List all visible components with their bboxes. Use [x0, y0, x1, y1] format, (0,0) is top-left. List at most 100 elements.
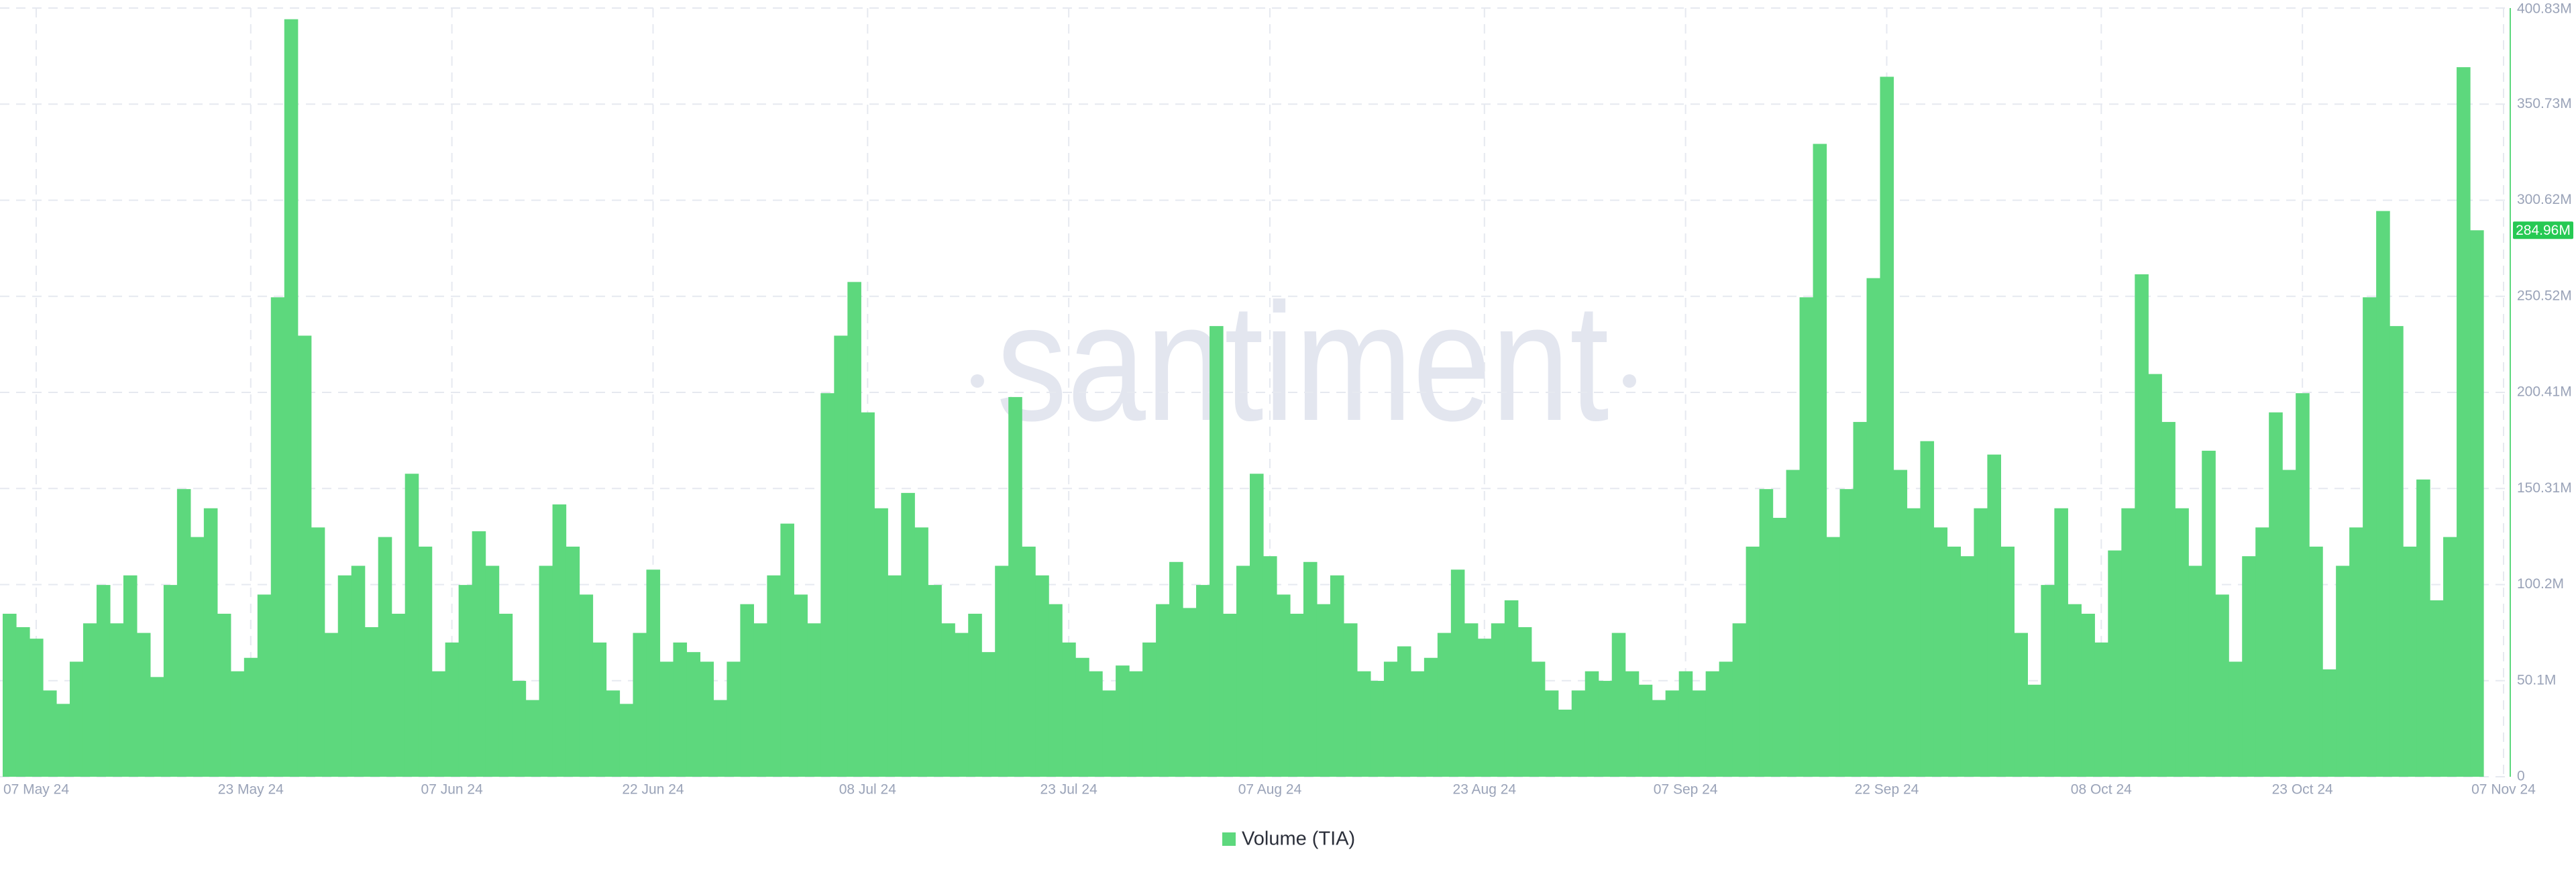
bar: [1947, 546, 1962, 777]
bar: [767, 575, 781, 777]
bar: [847, 282, 861, 777]
bar: [552, 504, 567, 777]
y-tick-label: 150.31M: [2517, 480, 2572, 496]
x-tick-label: 07 May 24: [3, 782, 69, 798]
bar: [364, 626, 379, 777]
bar: [955, 633, 969, 777]
bar: [2108, 550, 2122, 777]
bar: [391, 613, 406, 777]
bar: [820, 393, 835, 777]
bar: [1142, 642, 1157, 777]
bar: [472, 531, 486, 777]
bar: [190, 537, 205, 777]
bar: [1504, 600, 1519, 777]
watermark-dot: [1623, 374, 1636, 388]
bar: [874, 508, 888, 777]
bar: [150, 677, 164, 777]
bar: [1839, 489, 1854, 777]
bar: [56, 704, 70, 777]
bar: [1008, 396, 1022, 777]
bar: [673, 642, 688, 777]
watermark: santiment: [997, 268, 1609, 455]
bar: [2255, 527, 2269, 777]
x-tick-label: 07 Sep 24: [1654, 782, 1718, 798]
bar: [1611, 633, 1626, 777]
bar: [1960, 556, 1975, 777]
bar: [941, 623, 955, 777]
bar: [2121, 508, 2135, 777]
bar: [1169, 561, 1183, 777]
bar: [217, 613, 231, 777]
bar: [1732, 623, 1747, 777]
legend-label: Volume (TIA): [1242, 828, 1355, 850]
x-tick-label: 22 Sep 24: [1855, 782, 1919, 798]
bar: [2094, 642, 2108, 777]
bar: [485, 565, 500, 777]
bar: [1356, 671, 1371, 777]
bar: [1987, 454, 2002, 777]
bar: [539, 565, 553, 777]
bar: [2242, 556, 2256, 777]
bar: [230, 671, 245, 777]
bar: [2443, 537, 2457, 777]
bar: [83, 623, 97, 777]
bar: [351, 565, 366, 777]
bar: [1116, 665, 1130, 777]
x-tick-label: 07 Jun 24: [421, 782, 484, 798]
bar: [1974, 508, 1988, 777]
bar: [297, 335, 312, 777]
bar: [2175, 508, 2189, 777]
bar: [753, 623, 767, 777]
bar: [1250, 474, 1264, 777]
bar: [1303, 561, 1318, 777]
bar: [1665, 690, 1680, 777]
bar: [2054, 508, 2068, 777]
bar: [1450, 569, 1465, 777]
bar: [136, 633, 151, 777]
bar: [284, 19, 299, 777]
bar: [324, 633, 339, 777]
bar: [1397, 646, 1411, 777]
bar: [2148, 374, 2162, 777]
bar: [727, 661, 741, 777]
y-tick-label: 50.1M: [2517, 672, 2556, 688]
bar: [2229, 661, 2243, 777]
legend-item: Volume (TIA): [1222, 828, 1355, 850]
bar: [15, 626, 30, 777]
bar: [1437, 633, 1452, 777]
bar: [1276, 594, 1291, 777]
bar: [2161, 422, 2176, 777]
y-tick-label: 100.2M: [2517, 576, 2564, 592]
bar: [2041, 585, 2055, 777]
bar: [1531, 661, 1546, 777]
bar: [311, 527, 325, 777]
bar: [1813, 144, 1827, 777]
bar: [69, 661, 84, 777]
bar: [968, 613, 982, 777]
bar: [592, 642, 607, 777]
bar: [1477, 639, 1492, 777]
bar: [29, 639, 44, 777]
bar: [1866, 278, 1881, 777]
bar: [96, 585, 111, 777]
x-tick-label: 08 Oct 24: [2071, 782, 2132, 798]
legend-swatch: [1222, 832, 1236, 846]
bar: [1102, 690, 1116, 777]
bar: [1223, 613, 1237, 777]
bar: [1920, 441, 1935, 777]
y-tick-label: 250.52M: [2517, 288, 2572, 303]
bar: [1853, 422, 1868, 777]
bar: [686, 652, 701, 777]
bar: [928, 585, 942, 777]
bar: [525, 700, 540, 777]
bar: [1692, 690, 1707, 777]
bar: [780, 523, 794, 777]
bar: [1786, 470, 1801, 777]
bar: [981, 652, 996, 777]
bar: [257, 594, 272, 777]
bar: [270, 297, 285, 777]
bar: [1585, 671, 1599, 777]
bar: [445, 642, 460, 777]
bar: [1517, 626, 1532, 777]
